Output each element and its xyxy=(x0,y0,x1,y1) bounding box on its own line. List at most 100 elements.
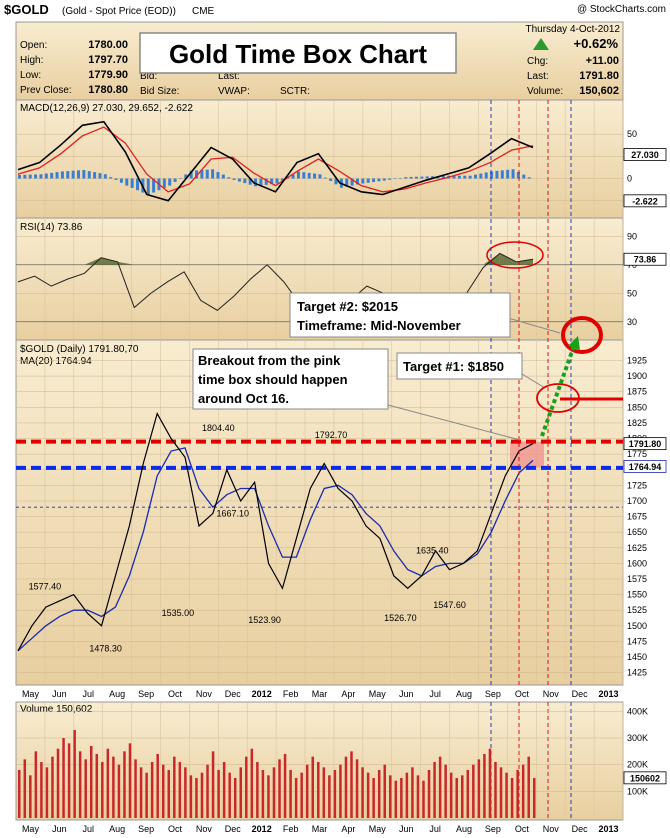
target1-pointer xyxy=(521,373,546,389)
macd-histogram-bar xyxy=(500,170,504,179)
macd-histogram-bar xyxy=(414,176,418,179)
month-axis-volume: May Jun Jul Aug Sep Oct Nov Dec 2012 Feb Mar Apr May… xyxy=(22,824,619,834)
volume-bar xyxy=(62,738,65,818)
current-value-tag xyxy=(623,437,667,451)
macd-histogram-bar xyxy=(162,178,166,188)
month-axis-price: May Jun Jul Aug Sep Oct Nov Dec 2012 Feb Mar Apr May… xyxy=(22,689,619,699)
macd-histogram-bar xyxy=(479,173,483,179)
volume-bar xyxy=(461,775,464,818)
info-label: Open: xyxy=(20,40,47,51)
price-peak-label: 1804.40 xyxy=(202,423,235,433)
volume-bar xyxy=(34,751,38,818)
current-value-text: 73.86 xyxy=(634,255,657,265)
symbol-text: $GOLD xyxy=(4,2,49,17)
macd-histogram-bar xyxy=(355,178,359,185)
instrument-name: (Gold - Spot Price (EOD)) xyxy=(62,6,176,17)
macd-histogram-bar xyxy=(452,175,456,179)
macd-histogram-bar xyxy=(248,178,252,185)
macd-histogram-bar xyxy=(152,178,156,193)
rsi-overbought-fill xyxy=(499,253,517,265)
macd-histogram-bar xyxy=(307,172,311,179)
volume-bar xyxy=(178,762,182,818)
target2-circle xyxy=(561,316,603,354)
macd-histogram-bar xyxy=(50,172,54,179)
month-label: Nov xyxy=(543,824,560,834)
volume-bar xyxy=(256,762,259,818)
tick-label: 400K xyxy=(627,706,648,716)
macd-histogram-bar xyxy=(227,177,231,179)
month-label: Apr xyxy=(341,824,355,834)
month-label: May xyxy=(369,689,387,699)
macd-histogram-bar xyxy=(39,174,43,179)
up-triangle-icon xyxy=(533,38,549,50)
macd-histogram-bar xyxy=(184,174,188,179)
volume-bar xyxy=(73,730,76,818)
price-peak-label: 1577.40 xyxy=(29,581,62,591)
info-value: +11.00 xyxy=(586,55,619,67)
sctr-label: SCTR: xyxy=(280,86,310,97)
current-value-tag xyxy=(623,460,667,473)
volume-bar xyxy=(267,775,270,818)
tick-label: 1825 xyxy=(627,418,647,428)
macd-histogram-bar xyxy=(296,171,300,179)
volume-bar xyxy=(350,751,353,818)
volume-bar xyxy=(245,756,248,818)
volume-bar xyxy=(84,759,87,818)
volume-bar xyxy=(51,756,54,818)
macd-histogram-bar xyxy=(221,174,225,179)
macd-histogram-bar xyxy=(388,178,392,180)
volume-bar xyxy=(372,778,375,818)
volume-bar xyxy=(217,770,220,818)
volume-bar xyxy=(123,751,126,818)
volume-bar xyxy=(161,764,165,818)
macd-histogram-bar xyxy=(372,178,376,183)
volume-chart: Volume 150,602 400K 300K 200K 100K 150602 xyxy=(16,704,667,818)
month-label: Aug xyxy=(456,824,472,834)
macd-histogram-bar xyxy=(109,177,113,179)
month-label: Jul xyxy=(429,824,441,834)
month-label: Apr xyxy=(341,689,355,699)
breakout-pointer xyxy=(387,404,521,441)
macd-histogram-bar xyxy=(425,176,429,179)
volume-bar xyxy=(233,778,237,818)
month-label: Jul xyxy=(83,689,95,699)
change-percent: +0.62% xyxy=(574,36,619,51)
volume-bar xyxy=(67,743,71,818)
volume-bar xyxy=(466,770,470,818)
month-label: Jun xyxy=(52,824,67,834)
volume-bar xyxy=(250,748,254,818)
month-label: Nov xyxy=(543,689,560,699)
macd-histogram-bar xyxy=(457,175,461,179)
macd-histogram-bar xyxy=(377,178,381,182)
volume-bar xyxy=(317,762,320,818)
current-value-text: 1764.94 xyxy=(629,462,662,472)
macd-histogram-bar xyxy=(516,171,520,179)
tick-label: 50 xyxy=(627,129,637,139)
macd-histogram-bar xyxy=(291,174,295,179)
month-label: May xyxy=(22,824,40,834)
macd-histogram-bar xyxy=(216,171,220,179)
info-value: 1797.70 xyxy=(88,54,128,66)
volume-bar xyxy=(322,767,326,818)
macd-histogram-bar xyxy=(468,175,472,179)
macd-histogram-bar xyxy=(506,169,510,179)
macd-histogram-bar xyxy=(318,174,322,179)
volume-bar xyxy=(328,775,331,818)
volume-bar xyxy=(389,775,392,818)
rsi-overbought-fill xyxy=(516,259,533,265)
info-label: High: xyxy=(20,55,43,66)
macd-histogram-bar xyxy=(366,178,370,183)
macd-histogram-bar xyxy=(82,170,86,179)
month-label: Feb xyxy=(283,824,299,834)
macd-histogram-bar xyxy=(28,174,32,179)
target2-price: Target #2: $2015 xyxy=(297,299,398,314)
vwap-label: VWAP: xyxy=(218,86,250,97)
volume-bar xyxy=(366,772,370,818)
info-block: Open: 1780.00 High: 1797.70 Low: 1779.90 Prev … xyxy=(20,24,620,97)
volume-bar xyxy=(283,754,287,818)
macd-histogram-bar xyxy=(473,174,477,179)
price-peak-label: 1635.40 xyxy=(416,545,449,555)
current-value-text: 1791.80 xyxy=(629,439,662,449)
volume-bar xyxy=(45,767,49,818)
